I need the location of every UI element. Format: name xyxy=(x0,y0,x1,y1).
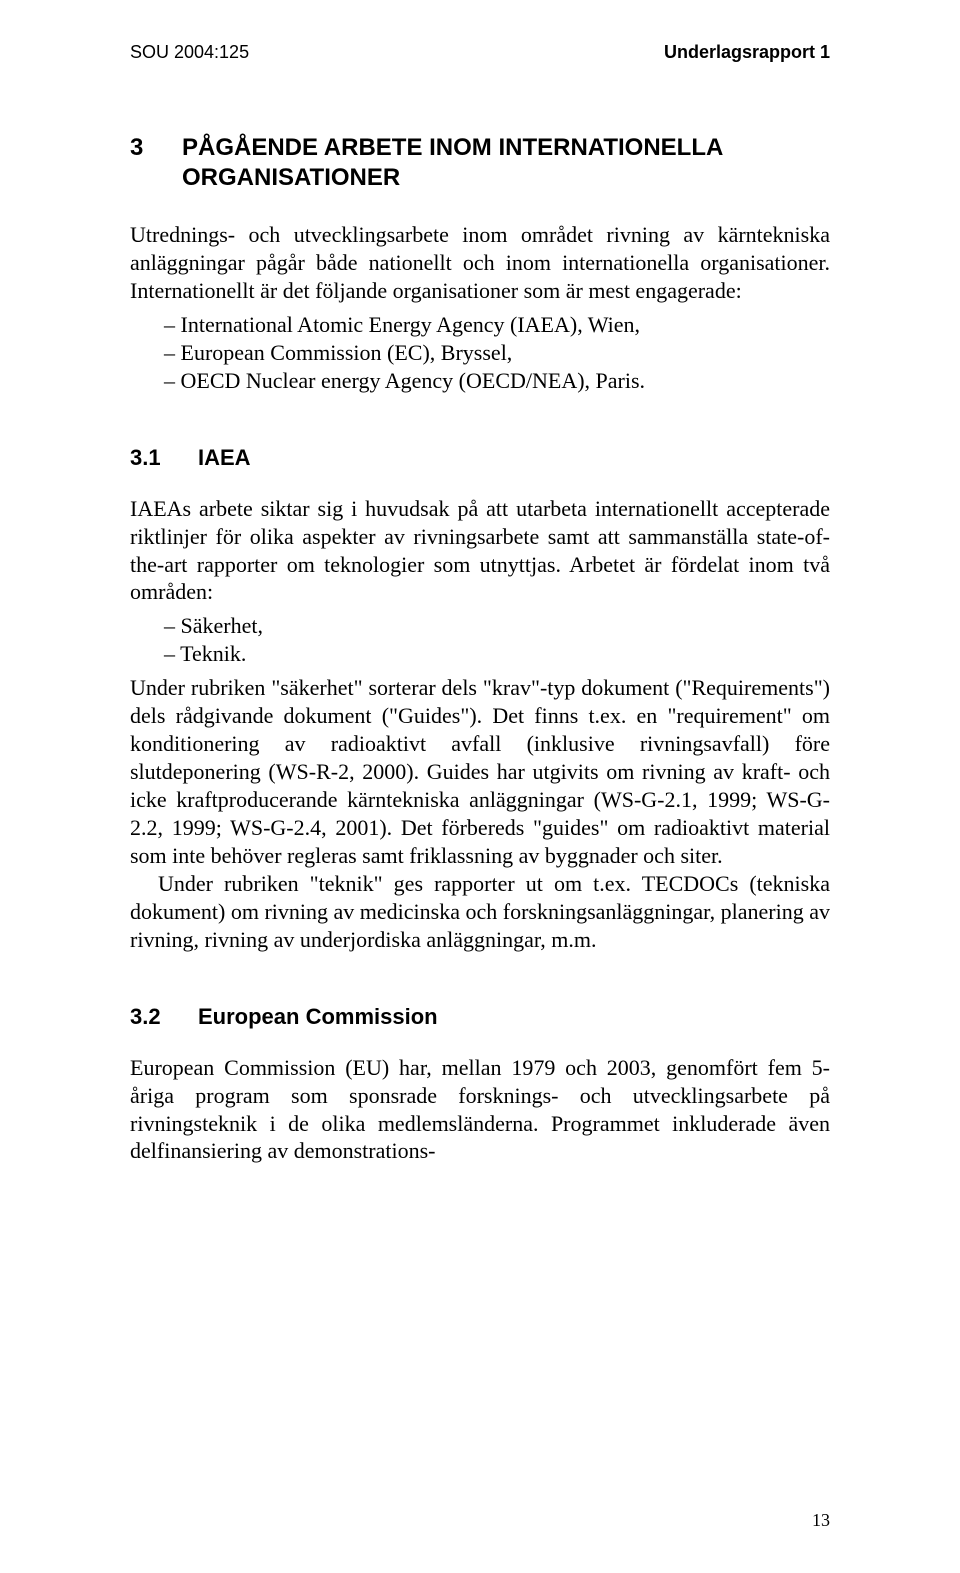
page-number: 13 xyxy=(812,1510,830,1531)
header-left: SOU 2004:125 xyxy=(130,42,249,63)
header-right: Underlagsrapport 1 xyxy=(664,42,830,63)
document-page: SOU 2004:125 Underlagsrapport 1 3PÅGÅEND… xyxy=(0,0,960,1573)
subsection-3-1-title: 3.1IAEA xyxy=(130,445,830,471)
sub1-paragraph-3: Under rubriken "teknik" ges rapporter ut… xyxy=(130,870,830,954)
sub1-paragraph-1: IAEAs arbete siktar sig i huvudsak på at… xyxy=(130,495,830,607)
list-item: Teknik. xyxy=(190,640,830,668)
list-item: European Commission (EC), Bryssel, xyxy=(190,339,830,367)
subsection-3-2-title: 3.2European Commission xyxy=(130,1004,830,1030)
subsection-number: 3.1 xyxy=(130,445,198,471)
subsection-title-text: IAEA xyxy=(198,445,251,470)
running-header: SOU 2004:125 Underlagsrapport 1 xyxy=(130,42,830,63)
list-item: International Atomic Energy Agency (IAEA… xyxy=(190,311,830,339)
section-title-text: PÅGÅENDE ARBETE INOM INTERNATIONELLA ORG… xyxy=(182,134,722,191)
sub2-paragraph-1: European Commission (EU) har, mellan 197… xyxy=(130,1054,830,1166)
section-3-title: 3PÅGÅENDE ARBETE INOM INTERNATIONELLA OR… xyxy=(130,133,830,193)
subsection-title-text: European Commission xyxy=(198,1004,438,1029)
section-intro: Utrednings- och utvecklingsarbete inom o… xyxy=(130,221,830,305)
list-item: OECD Nuclear energy Agency (OECD/NEA), P… xyxy=(190,367,830,395)
subsection-number: 3.2 xyxy=(130,1004,198,1030)
list-item: Säkerhet, xyxy=(190,612,830,640)
sub1-paragraph-2: Under rubriken "säkerhet" sorterar dels … xyxy=(130,674,830,870)
org-list: International Atomic Energy Agency (IAEA… xyxy=(130,311,830,395)
section-number: 3 xyxy=(130,133,182,163)
areas-list: Säkerhet, Teknik. xyxy=(130,612,830,668)
